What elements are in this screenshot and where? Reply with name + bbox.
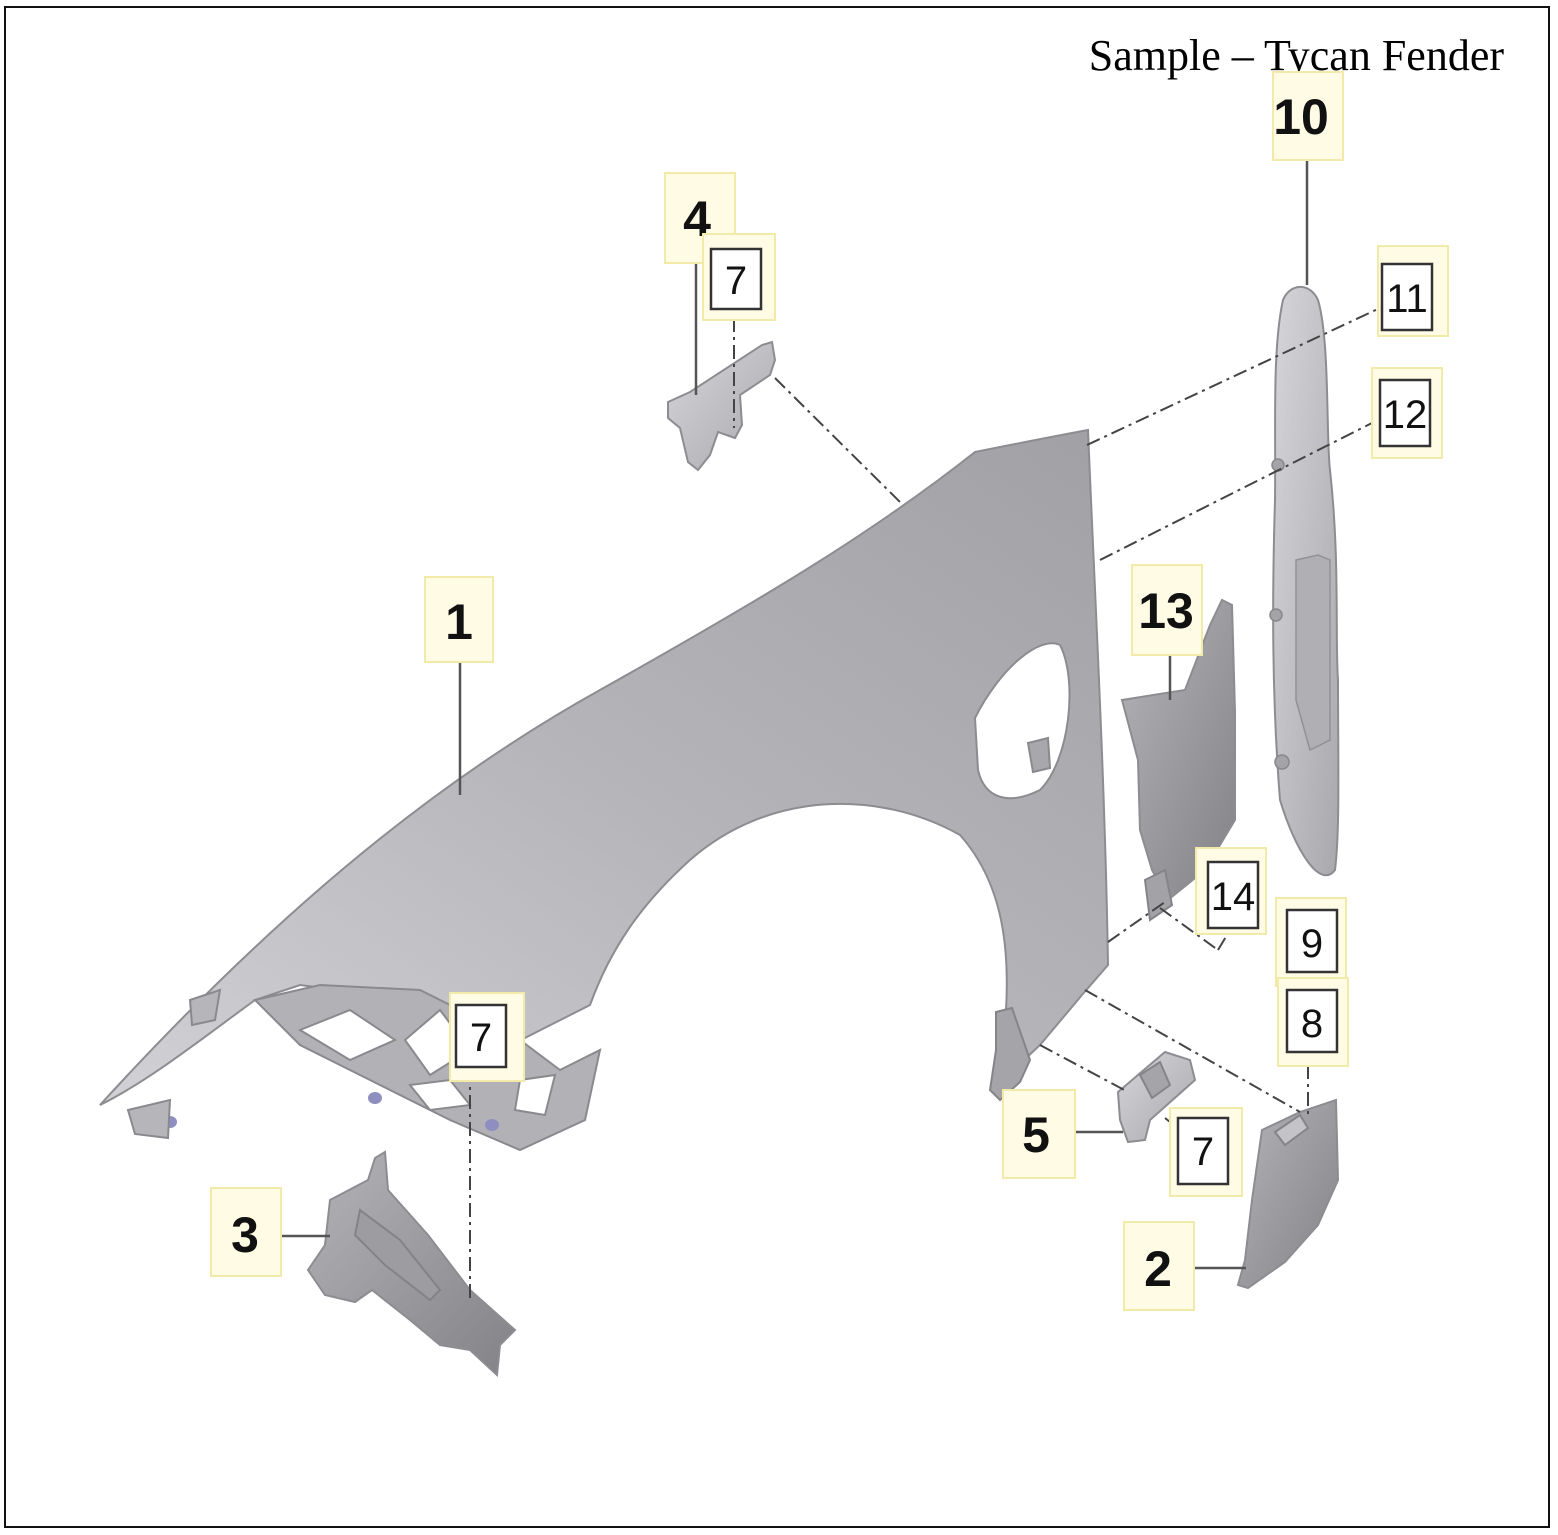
callout-7-top[interactable]: 7 (702, 233, 776, 321)
fender-panel-part-1 (99, 428, 1110, 1152)
callout-5-label: 5 (1022, 1107, 1050, 1163)
callout-14-label: 14 (1211, 875, 1256, 919)
callout-9-label: 9 (1301, 922, 1323, 966)
callout-7-bottom-label: 7 (1192, 1130, 1214, 1174)
callout-12-label: 12 (1383, 393, 1428, 437)
callout-14[interactable]: 14 (1195, 847, 1267, 935)
callout-10-label: 10 (1273, 89, 1329, 145)
callout-13[interactable]: 13 (1131, 564, 1203, 656)
callout-7-middle-label: 7 (470, 1016, 492, 1060)
callout-11[interactable]: 11 (1377, 245, 1449, 337)
callout-8[interactable]: 8 (1277, 977, 1349, 1067)
liner-bracket-part-13 (1120, 598, 1236, 922)
callout-13-label: 13 (1138, 583, 1194, 639)
callout-8-label: 8 (1301, 1002, 1323, 1046)
seal-strip-part-10 (1269, 285, 1340, 877)
callout-1[interactable]: 1 (424, 576, 494, 663)
callout-9[interactable]: 9 (1275, 897, 1347, 987)
callout-2[interactable]: 2 (1123, 1221, 1195, 1311)
callout-3-label: 3 (231, 1207, 259, 1263)
callout-10[interactable]: 10 (1272, 71, 1344, 161)
small-bracket-part-5 (1116, 1050, 1197, 1144)
lower-bracket-part-3 (306, 1150, 517, 1378)
callout-7-bottom[interactable]: 7 (1169, 1107, 1243, 1197)
callout-2-label: 2 (1144, 1241, 1172, 1297)
callout-12[interactable]: 12 (1371, 367, 1443, 459)
callout-5[interactable]: 5 (1002, 1089, 1076, 1179)
callout-3[interactable]: 3 (210, 1187, 282, 1277)
trim-piece-part-2 (1236, 1098, 1340, 1290)
callout-1-label: 1 (445, 594, 473, 650)
callout-11-label: 11 (1386, 277, 1428, 321)
upper-bracket-part-4 (667, 340, 777, 472)
callout-7-top-label: 7 (725, 259, 747, 303)
callout-7-middle[interactable]: 7 (449, 992, 525, 1082)
